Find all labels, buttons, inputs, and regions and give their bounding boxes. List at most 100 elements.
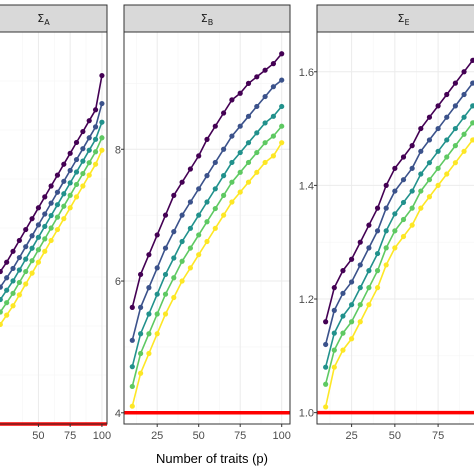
data-point bbox=[4, 259, 10, 265]
data-point bbox=[229, 179, 235, 185]
data-point bbox=[42, 223, 48, 230]
data-point bbox=[400, 199, 407, 206]
data-point bbox=[279, 51, 285, 57]
series-2 bbox=[0, 100, 105, 290]
data-point bbox=[187, 166, 193, 172]
data-point bbox=[129, 364, 135, 370]
series-4 bbox=[129, 123, 285, 390]
series-1 bbox=[0, 72, 105, 275]
data-point bbox=[154, 331, 160, 337]
data-point bbox=[262, 159, 268, 166]
data-point bbox=[99, 72, 105, 79]
data-point bbox=[196, 212, 202, 218]
data-point bbox=[48, 212, 54, 219]
data-point bbox=[392, 165, 398, 171]
series-4 bbox=[0, 135, 105, 315]
data-point bbox=[179, 278, 185, 284]
data-point bbox=[162, 245, 169, 251]
y-tick-label: 1.6 bbox=[299, 67, 314, 79]
data-point bbox=[340, 290, 346, 296]
facet-strip bbox=[316, 4, 474, 33]
data-point bbox=[229, 133, 235, 139]
data-point bbox=[61, 191, 67, 197]
data-point bbox=[349, 302, 355, 308]
data-point bbox=[92, 107, 99, 113]
data-point bbox=[435, 182, 441, 188]
x-tick-label: 50 bbox=[389, 430, 401, 442]
data-point bbox=[138, 331, 144, 337]
data-point bbox=[331, 285, 337, 291]
x-tick-label: 25 bbox=[151, 430, 163, 442]
data-point bbox=[129, 337, 135, 343]
facet-strip-label: ΣA bbox=[37, 12, 50, 27]
data-point bbox=[331, 330, 337, 336]
data-point bbox=[10, 303, 16, 309]
data-point bbox=[16, 237, 22, 244]
data-point bbox=[452, 160, 458, 166]
data-point bbox=[4, 312, 10, 318]
data-point bbox=[270, 153, 276, 159]
data-point bbox=[204, 219, 210, 225]
data-point bbox=[67, 150, 73, 156]
data-point bbox=[0, 284, 3, 290]
series-3 bbox=[0, 119, 105, 303]
data-point bbox=[237, 149, 243, 156]
data-point bbox=[212, 205, 218, 212]
data-point bbox=[400, 154, 407, 160]
data-point bbox=[383, 228, 389, 234]
data-point bbox=[48, 183, 54, 189]
panel-border bbox=[0, 31, 108, 425]
data-point bbox=[67, 192, 73, 198]
data-point bbox=[418, 188, 424, 194]
series-3 bbox=[323, 102, 474, 370]
data-point bbox=[80, 183, 86, 189]
data-point bbox=[426, 194, 433, 200]
series-5 bbox=[323, 136, 474, 410]
data-point bbox=[400, 216, 407, 223]
data-point bbox=[42, 248, 48, 254]
data-point bbox=[426, 177, 433, 183]
data-point bbox=[435, 125, 441, 132]
data-point bbox=[10, 265, 16, 272]
series-2 bbox=[129, 77, 285, 343]
data-point bbox=[245, 159, 252, 166]
data-point bbox=[212, 225, 218, 231]
data-point bbox=[418, 125, 424, 132]
data-point bbox=[154, 232, 160, 238]
y-tick-label: 1.0 bbox=[299, 408, 314, 420]
data-point bbox=[245, 113, 252, 119]
data-point bbox=[245, 80, 252, 86]
data-point bbox=[10, 290, 16, 296]
data-point bbox=[179, 258, 185, 264]
data-point bbox=[86, 160, 92, 166]
data-point bbox=[229, 159, 235, 166]
data-point bbox=[221, 212, 227, 218]
data-point bbox=[270, 133, 276, 139]
data-point bbox=[409, 165, 415, 171]
data-point bbox=[42, 211, 48, 217]
data-point bbox=[80, 146, 86, 152]
data-point bbox=[331, 307, 337, 313]
series-2 bbox=[323, 80, 474, 348]
data-point bbox=[262, 93, 268, 100]
data-point bbox=[444, 171, 450, 177]
data-point bbox=[146, 252, 152, 258]
y-tick-label: 1.2 bbox=[299, 294, 314, 306]
data-point bbox=[262, 67, 268, 73]
data-point bbox=[73, 139, 80, 146]
facet-strip bbox=[0, 4, 108, 33]
data-point bbox=[221, 173, 227, 179]
data-point bbox=[470, 80, 474, 86]
data-point bbox=[0, 268, 3, 275]
data-point bbox=[245, 140, 252, 146]
data-point bbox=[212, 159, 218, 166]
data-point bbox=[237, 169, 243, 175]
data-point bbox=[73, 169, 80, 175]
data-point bbox=[366, 245, 372, 251]
x-tick-label: 100 bbox=[273, 430, 291, 442]
data-point bbox=[262, 120, 268, 126]
data-point bbox=[54, 226, 61, 233]
data-point bbox=[357, 262, 363, 268]
data-point bbox=[237, 90, 243, 96]
data-point bbox=[129, 403, 135, 409]
